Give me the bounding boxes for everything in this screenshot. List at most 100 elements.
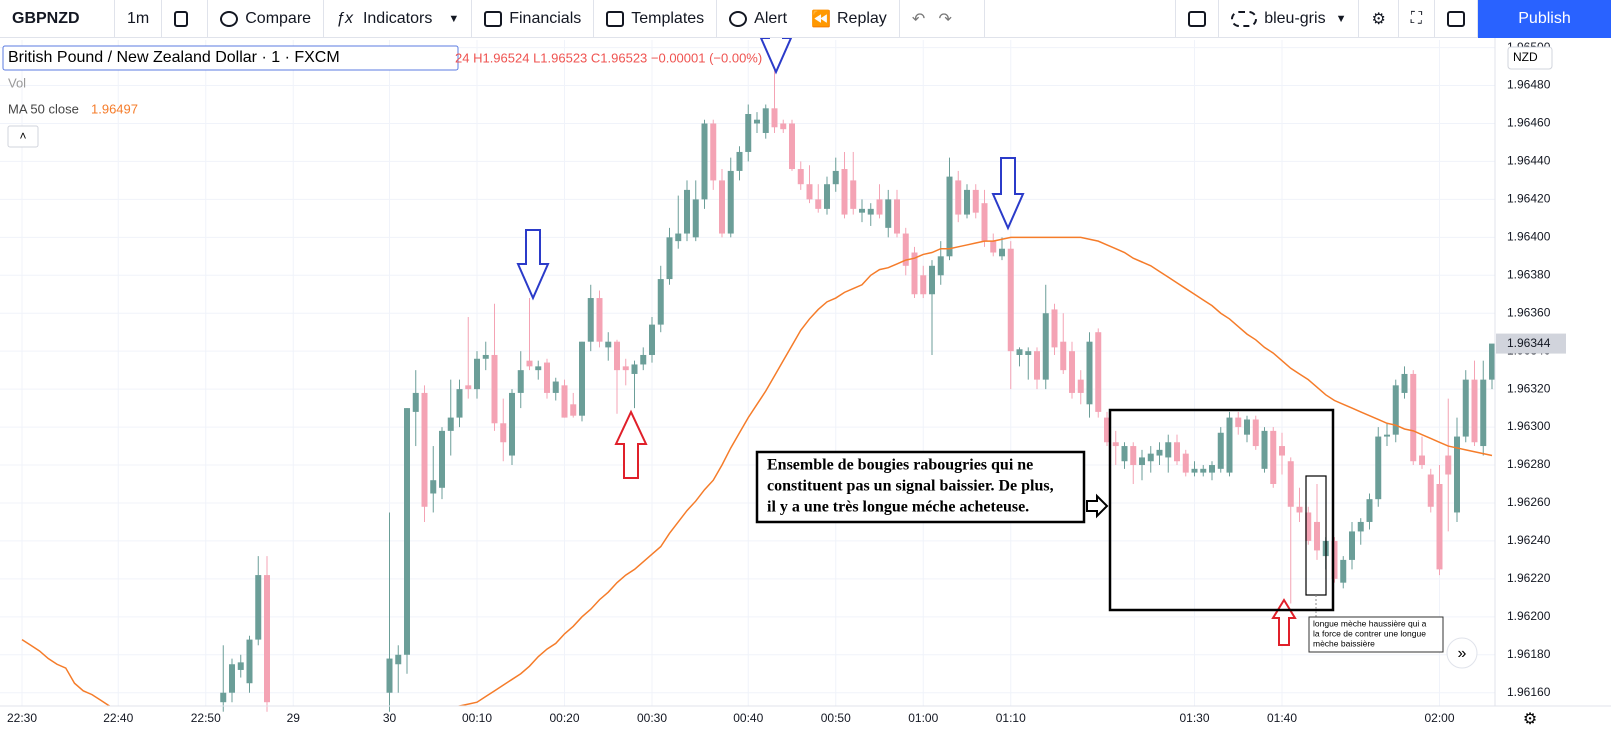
annotation-box (755, 450, 1086, 524)
toolbar: GBPNZD 1m Compare ƒx Indicators ▼ Financia… (0, 0, 1611, 38)
candle-body (964, 189, 970, 215)
candle-body (701, 123, 708, 200)
snapshot[interactable] (1435, 0, 1478, 38)
candle-body (780, 123, 787, 130)
candle-body (386, 658, 393, 693)
candle-body (815, 199, 822, 209)
compare[interactable]: Compare (208, 0, 325, 38)
y-tick-label: 1.96260 (1507, 495, 1551, 509)
alert[interactable]: Alert (717, 0, 799, 38)
undo-redo[interactable]: ↶ ↷ (900, 0, 985, 38)
annotation-line: Ensemble de bougies rabougries qui ne (767, 457, 1033, 474)
candle-body (999, 248, 1005, 257)
candle-body (1419, 455, 1425, 466)
candle-body (1375, 436, 1382, 500)
ma-line (21, 236, 1493, 706)
candle-body (684, 189, 690, 234)
axis-settings[interactable]: ⚙ (1523, 711, 1537, 728)
candle-body (719, 180, 725, 234)
candle-body (237, 662, 244, 670)
currency-button[interactable] (1507, 46, 1553, 70)
candle-body (640, 354, 647, 365)
replay-icon: ⏪ (811, 10, 831, 28)
candle-body (867, 208, 874, 215)
candle-body (1392, 385, 1399, 435)
candle-body (771, 108, 778, 128)
note-box (1308, 616, 1444, 653)
financials-label: Financials (509, 9, 582, 27)
scroll-button[interactable] (1446, 637, 1478, 669)
candle-body (1427, 474, 1434, 507)
candle-body (439, 430, 445, 488)
x-tick-label: 01:40 (1267, 711, 1297, 725)
candle-body (1130, 446, 1137, 466)
candle-body (1200, 468, 1207, 473)
candle-body (395, 654, 402, 665)
candle-body (561, 385, 568, 418)
symbol[interactable]: GBPNZD (0, 0, 115, 38)
y-tick-label: 1.96380 (1507, 267, 1551, 281)
candle-body (1007, 248, 1014, 352)
candle-body (1112, 442, 1119, 447)
caret: ▼ (448, 12, 460, 25)
annotation-line: constituent pas un signal baissier. De p… (767, 478, 1054, 495)
indicators[interactable]: ƒx Indicators ▼ (324, 0, 473, 38)
candle-body (1270, 430, 1277, 484)
candle-body (1095, 332, 1102, 412)
annotation-line: il y a une très longue méche acheteuse. (767, 499, 1029, 516)
candle-body (596, 298, 603, 342)
down-arrow (991, 157, 1025, 231)
candle-body (797, 169, 804, 185)
fullscreen[interactable]: ⛶ (1399, 0, 1435, 38)
layout[interactable]: bleu-gris ▼ (1219, 0, 1360, 38)
note-line: la force de contrer une longue (1313, 628, 1426, 638)
legend-ma-value: 1.96497 (91, 101, 138, 116)
candle-body (1034, 351, 1040, 380)
right-arrow (1086, 493, 1109, 519)
x-tick-label: 00:50 (821, 711, 851, 725)
arrows (516, 38, 1025, 301)
candle-body (1016, 349, 1023, 355)
candle-body (902, 233, 909, 266)
financials[interactable]: Financials (472, 0, 595, 38)
y-tick-label: 1.96420 (1507, 192, 1551, 206)
layout-toggle[interactable] (1175, 0, 1220, 38)
candle-body (509, 392, 515, 456)
candle-body (1357, 521, 1364, 532)
collapse-button[interactable] (7, 125, 39, 148)
candle-body (631, 364, 638, 374)
highlight-box (1108, 408, 1335, 612)
candle-body (1182, 453, 1189, 473)
candle-body (491, 354, 498, 424)
chart-type[interactable] (162, 0, 209, 38)
note-line: longue mèche haussière qui a (1313, 618, 1427, 628)
y-tick-label: 1.96200 (1507, 609, 1551, 623)
candle-body (1436, 484, 1443, 570)
candle-body (972, 189, 979, 213)
candle-body (1174, 442, 1180, 462)
candle-body (981, 203, 988, 242)
candle-body (1165, 442, 1172, 458)
candle-body (911, 252, 918, 295)
templates[interactable]: Templates (594, 0, 718, 38)
x-tick-label: 01:10 (996, 711, 1026, 725)
candle-body (1305, 512, 1312, 541)
candle-body (421, 392, 428, 507)
candle-body (850, 180, 857, 209)
replay[interactable]: ⏪ Replay (799, 0, 900, 38)
candle-body (1226, 417, 1233, 473)
y-tick-label: 1.96240 (1507, 533, 1551, 547)
y-tick-label: 1.96180 (1507, 647, 1551, 661)
layout-label: bleu-gris (1264, 9, 1326, 27)
publish-button[interactable]: Publish (1478, 0, 1611, 38)
x-tick-label: 22:40 (103, 711, 133, 725)
candle-body (1147, 453, 1154, 462)
last-price-label: 1.96344 (1507, 336, 1551, 350)
candle-body (1077, 379, 1084, 393)
replay-label: Replay (837, 9, 887, 27)
candle-body (929, 265, 935, 295)
interval[interactable]: 1m (115, 0, 163, 38)
candle-body (832, 170, 839, 185)
candle-body (692, 199, 699, 238)
settings[interactable]: ⚙ (1359, 0, 1399, 38)
